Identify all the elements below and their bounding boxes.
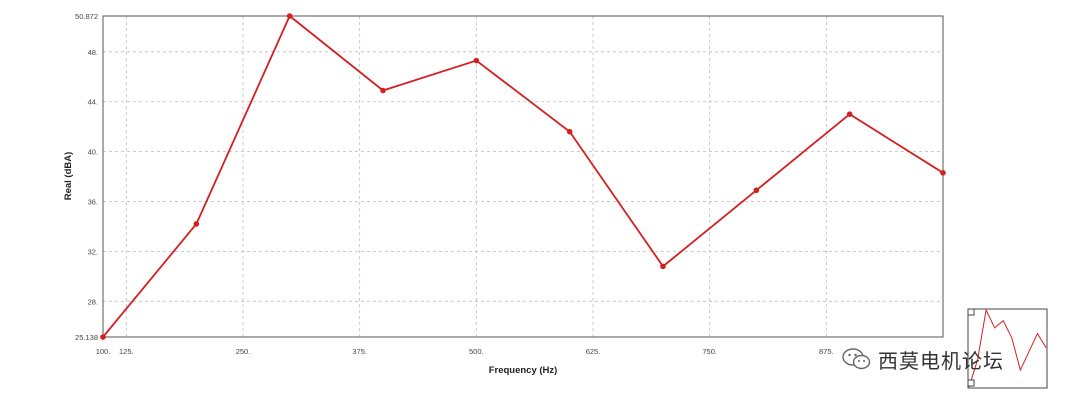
overview-thumbnail[interactable] (967, 308, 1048, 389)
y-axis-title: Real (dBA) (63, 152, 74, 201)
data-point (100, 334, 106, 340)
watermark-text: 西莫电机论坛 (878, 348, 1004, 373)
data-point (660, 263, 666, 270)
data-point (380, 87, 386, 94)
y-tick-label: 50.872 (75, 12, 98, 21)
grid (103, 16, 943, 337)
y-tick-label: 48. (88, 48, 98, 57)
y-tick-label: 28. (88, 297, 98, 306)
y-tick-label: 25.138 (75, 333, 98, 342)
series-line (102, 15, 944, 338)
data-point (566, 128, 573, 135)
data-point (286, 13, 293, 19)
thumbnail-series-line (968, 308, 1047, 388)
data-point (846, 111, 853, 117)
series (100, 13, 946, 340)
data-point (193, 221, 200, 227)
watermark: 西莫电机论坛 (842, 344, 1004, 374)
x-tick-label: 250. (236, 347, 251, 356)
x-tick-label: 625. (586, 347, 601, 356)
x-tick-label: 375. (352, 347, 367, 356)
x-tick-label: 500. (469, 347, 484, 356)
y-tick-label: 32. (88, 247, 98, 256)
wechat-icon (842, 348, 871, 370)
x-tick-label: 100. (96, 347, 111, 356)
data-point (940, 170, 946, 176)
y-tick-label: 36. (88, 198, 98, 207)
plot-frame (102, 15, 944, 338)
x-tick-label: 750. (702, 347, 717, 356)
y-tick-label: 40. (88, 148, 98, 157)
thumbnail-corner-handle[interactable] (967, 308, 975, 316)
x-axis-title: Frequency (Hz) (489, 365, 558, 376)
y-tick-label: 44. (88, 98, 98, 107)
data-point (753, 187, 760, 194)
x-tick-label: 125. (119, 347, 134, 356)
x-tick-label: 875. (819, 347, 834, 356)
thumbnail-frame (967, 308, 1048, 389)
data-point (473, 57, 480, 64)
axis-ticks: 100. 125. 250. 375. 500. 625. 750. 875. 25.138 28… (75, 12, 834, 356)
thumbnail-corner-handle[interactable] (967, 379, 975, 387)
